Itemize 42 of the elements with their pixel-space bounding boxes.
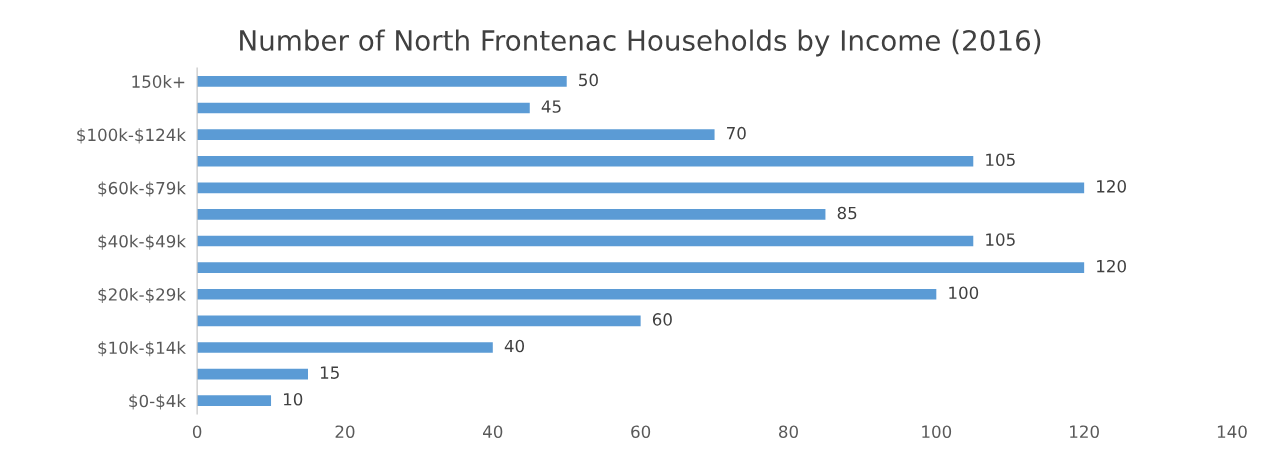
bar xyxy=(197,182,1085,194)
data-label: 40 xyxy=(504,339,525,353)
y-tick-label: $40k-$49k xyxy=(98,234,186,250)
data-label: 10 xyxy=(283,392,303,406)
chart-title: Number of North Frontenac Households by Income (2016) xyxy=(240,29,1041,57)
x-tick-label: 0 xyxy=(192,425,202,439)
bar xyxy=(197,395,272,407)
y-tick-label: 150k+ xyxy=(132,75,185,88)
y-tick-label: $0-$4k xyxy=(129,394,186,410)
y-tick-label: $100k-$124k xyxy=(77,128,186,144)
bar xyxy=(197,76,567,87)
bar xyxy=(197,235,974,247)
bar xyxy=(197,315,641,327)
bar xyxy=(197,155,974,167)
x-tick-label: 120 xyxy=(1070,425,1099,439)
x-tick-label: 20 xyxy=(335,425,355,439)
bar xyxy=(197,262,1085,273)
bar xyxy=(197,209,826,220)
x-tick-label: 100 xyxy=(922,425,952,439)
x-tick-label: 140 xyxy=(1217,425,1247,439)
data-label: 70 xyxy=(727,126,746,140)
data-label: 120 xyxy=(1097,180,1126,193)
bar xyxy=(197,129,715,140)
x-tick-label: 60 xyxy=(631,425,651,439)
data-label: 15 xyxy=(320,366,339,379)
x-tick-label: 80 xyxy=(779,425,798,439)
data-label: 50 xyxy=(579,73,598,87)
data-label: 60 xyxy=(652,313,672,326)
bar xyxy=(197,368,308,380)
y-tick-label: $20k-$29k xyxy=(98,287,186,304)
x-tick-label: 40 xyxy=(483,425,503,439)
data-label: 105 xyxy=(986,153,1015,167)
data-label: 100 xyxy=(949,286,979,300)
data-label: 45 xyxy=(541,100,561,113)
y-tick-label: $60k-$79k xyxy=(98,181,186,197)
data-label: 105 xyxy=(986,233,1015,246)
y-tick-label: $10k-$14k xyxy=(98,341,186,357)
bar xyxy=(197,288,937,300)
bar xyxy=(197,102,530,114)
data-label: 120 xyxy=(1097,259,1126,273)
bar xyxy=(197,342,493,353)
data-label: 85 xyxy=(837,206,857,220)
